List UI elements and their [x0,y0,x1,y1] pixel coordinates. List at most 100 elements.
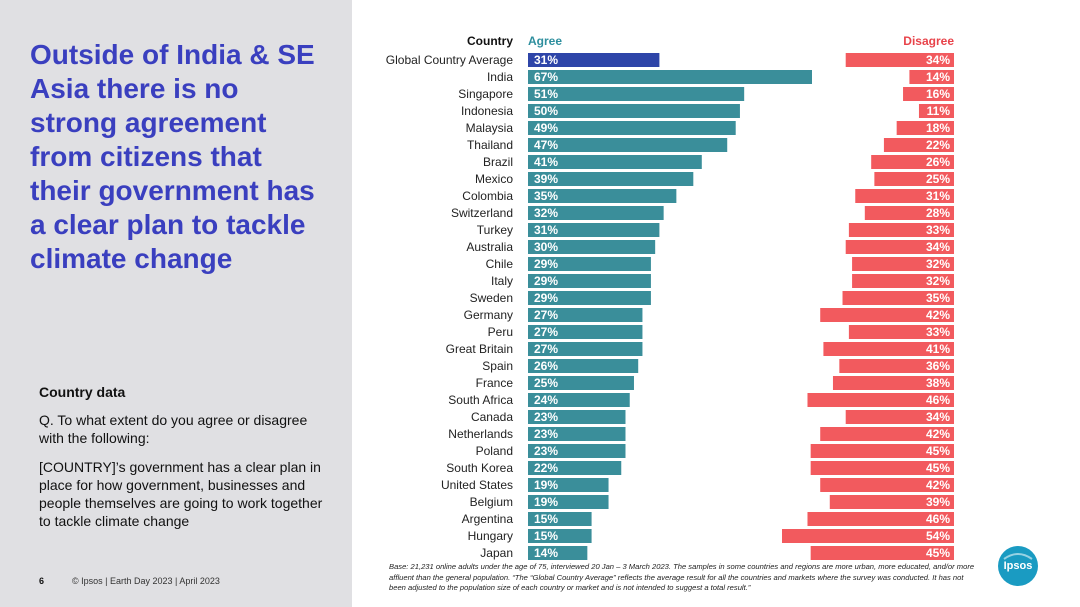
disagree-value-label: 45% [926,546,950,560]
agree-bar [528,70,812,84]
agree-value-label: 23% [534,410,558,424]
agree-disagree-chart: Country Agree Disagree Global Country Av… [386,34,954,560]
disagree-value-label: 41% [926,342,950,356]
country-data-heading: Country data [39,384,126,400]
disagree-bar [820,478,954,492]
agree-bar [528,410,626,424]
country-label: Thailand [467,138,513,152]
country-label: Spain [482,359,513,373]
country-label: Indonesia [461,104,513,118]
agree-bar [528,274,651,288]
agree-bar [528,529,592,543]
disagree-value-label: 42% [926,308,950,322]
disagree-value-label: 28% [926,206,950,220]
agree-bar [528,53,660,67]
country-label: Colombia [462,189,513,203]
ipsos-logo-text: Ipsos [1003,560,1033,572]
agree-value-label: 14% [534,546,558,560]
agree-bar [528,206,664,220]
country-label: Malaysia [466,121,514,135]
agree-value-label: 49% [534,121,558,135]
agree-bar [528,223,660,237]
agree-value-label: 23% [534,427,558,441]
agree-bar [528,546,588,560]
disagree-bar [864,206,954,220]
disagree-value-label: 33% [926,325,950,339]
footer-copyright: © Ipsos | Earth Day 2023 | April 2023 [72,576,220,586]
country-label: United States [441,478,513,492]
ipsos-logo-mark [998,546,1038,586]
disagree-bar [903,87,954,101]
country-label: Hungary [468,529,513,543]
disagree-bar [848,223,954,237]
column-header-agree: Agree [528,34,562,48]
disagree-bar [848,325,954,339]
agree-value-label: 50% [534,104,558,118]
disagree-value-label: 35% [926,291,950,305]
country-label: Peru [488,325,513,339]
disagree-bar [810,546,954,560]
agree-value-label: 26% [534,359,558,373]
disagree-value-label: 33% [926,223,950,237]
disagree-bar [829,495,954,509]
disagree-value-label: 38% [926,376,950,390]
country-label: Global Country Average [386,53,514,67]
country-label: Brazil [483,155,513,169]
agree-value-label: 15% [534,529,558,543]
disagree-bar [810,444,954,458]
country-label: Turkey [477,223,513,237]
agree-value-label: 27% [534,342,558,356]
agree-bar [528,240,656,254]
disagree-value-label: 16% [926,87,950,101]
disagree-bar [883,138,954,152]
country-label: Singapore [458,87,513,101]
disagree-bar [896,121,954,135]
agree-value-label: 39% [534,172,558,186]
agree-value-label: 31% [534,53,558,67]
base-footnote: Base: 21,231 online adults under the age… [389,562,975,592]
disagree-bar [852,257,954,271]
disagree-bar [845,410,954,424]
disagree-value-label: 46% [926,512,950,526]
column-header-disagree: Disagree [903,34,954,48]
agree-value-label: 27% [534,325,558,339]
disagree-bar [845,240,954,254]
agree-value-label: 30% [534,240,558,254]
disagree-bar [845,53,954,67]
agree-bar [528,308,643,322]
disagree-bar [832,376,954,390]
agree-bar [528,87,745,101]
agree-value-label: 32% [534,206,558,220]
agree-bar [528,359,639,373]
agree-bar [528,104,740,118]
disagree-value-label: 34% [926,53,950,67]
agree-bar [528,325,643,339]
country-label: Canada [471,410,513,424]
country-label: Chile [486,257,514,271]
agree-value-label: 23% [534,444,558,458]
agree-bar [528,155,702,169]
disagree-value-label: 32% [926,274,950,288]
disagree-bar [807,393,954,407]
disagree-value-label: 54% [926,529,950,543]
disagree-value-label: 34% [926,240,950,254]
disagree-bar [874,172,954,186]
agree-value-label: 67% [534,70,558,84]
agree-bar [528,478,609,492]
agree-bar [528,172,694,186]
disagree-bar [918,104,954,118]
disagree-value-label: 46% [926,393,950,407]
disagree-value-label: 45% [926,444,950,458]
disagree-value-label: 34% [926,410,950,424]
agree-value-label: 29% [534,257,558,271]
disagree-value-label: 26% [926,155,950,169]
agree-value-label: 29% [534,291,558,305]
country-label: Netherlands [448,427,513,441]
country-label: Mexico [475,172,513,186]
page-number: 6 [39,576,45,586]
agree-value-label: 31% [534,223,558,237]
disagree-bar [810,461,954,475]
disagree-value-label: 36% [926,359,950,373]
agree-bar [528,495,609,509]
column-header-country: Country [467,34,513,48]
